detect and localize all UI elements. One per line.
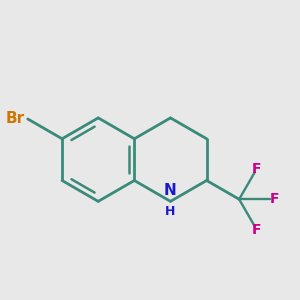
Text: F: F [252, 223, 262, 237]
Text: Br: Br [6, 111, 25, 126]
Text: F: F [270, 192, 279, 206]
Text: N: N [164, 182, 177, 197]
Text: F: F [252, 162, 262, 176]
Text: H: H [165, 205, 176, 218]
